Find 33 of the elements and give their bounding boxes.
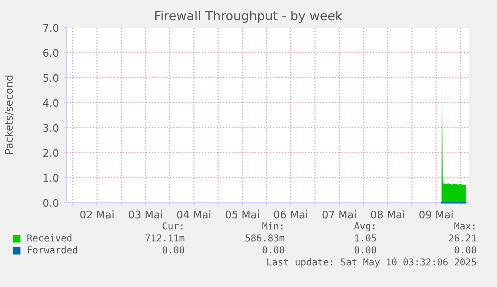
x-tick-label: 07 Mai bbox=[322, 210, 356, 219]
x-tick-label: 02 Mai bbox=[80, 210, 114, 219]
text: 0.00 bbox=[454, 246, 476, 254]
text: Last update: Sat May 10 03:32:06 2025 bbox=[268, 258, 476, 268]
y-tick-label: 1.0 bbox=[44, 174, 59, 182]
chart-title: Firewall Throughput - by week bbox=[156, 10, 343, 24]
x-tick-label: 08 Mai bbox=[371, 210, 404, 219]
y-tick-label: 3.0 bbox=[44, 124, 59, 132]
y-tick-label: 7.0 bbox=[44, 24, 59, 32]
text: Max: bbox=[454, 222, 475, 230]
text: Avg: bbox=[354, 222, 375, 232]
text: 712.11m bbox=[146, 234, 185, 242]
text: 0.00 bbox=[262, 246, 284, 254]
text: 0.00 bbox=[354, 246, 376, 254]
x-tick-label: 03 Mai bbox=[128, 210, 162, 219]
text: Min: bbox=[262, 222, 283, 230]
y-tick-label: 4.0 bbox=[43, 99, 59, 108]
legend-label: Forwarded bbox=[28, 246, 78, 254]
text: 0.00 bbox=[162, 246, 184, 254]
y-tick-label: 6.0 bbox=[44, 49, 59, 58]
y-tick-label: 2.0 bbox=[44, 149, 59, 158]
x-tick-label: 04 Mai bbox=[177, 210, 211, 219]
y-tick-label: 0.0 bbox=[43, 199, 59, 208]
x-tick-label: 06 Mai bbox=[274, 210, 308, 219]
text: 586.83m bbox=[246, 234, 285, 242]
y-axis-title: Packets/second bbox=[4, 76, 14, 154]
y-tick-label: 5.0 bbox=[44, 74, 59, 82]
text: 26.21 bbox=[449, 234, 476, 242]
x-tick-label: 09 Mai bbox=[420, 210, 453, 219]
legend-label: Received bbox=[28, 234, 72, 242]
text: 1.05 bbox=[355, 234, 376, 242]
text: Cur: bbox=[162, 222, 183, 230]
x-tick-label: 05 Mai bbox=[226, 210, 260, 219]
